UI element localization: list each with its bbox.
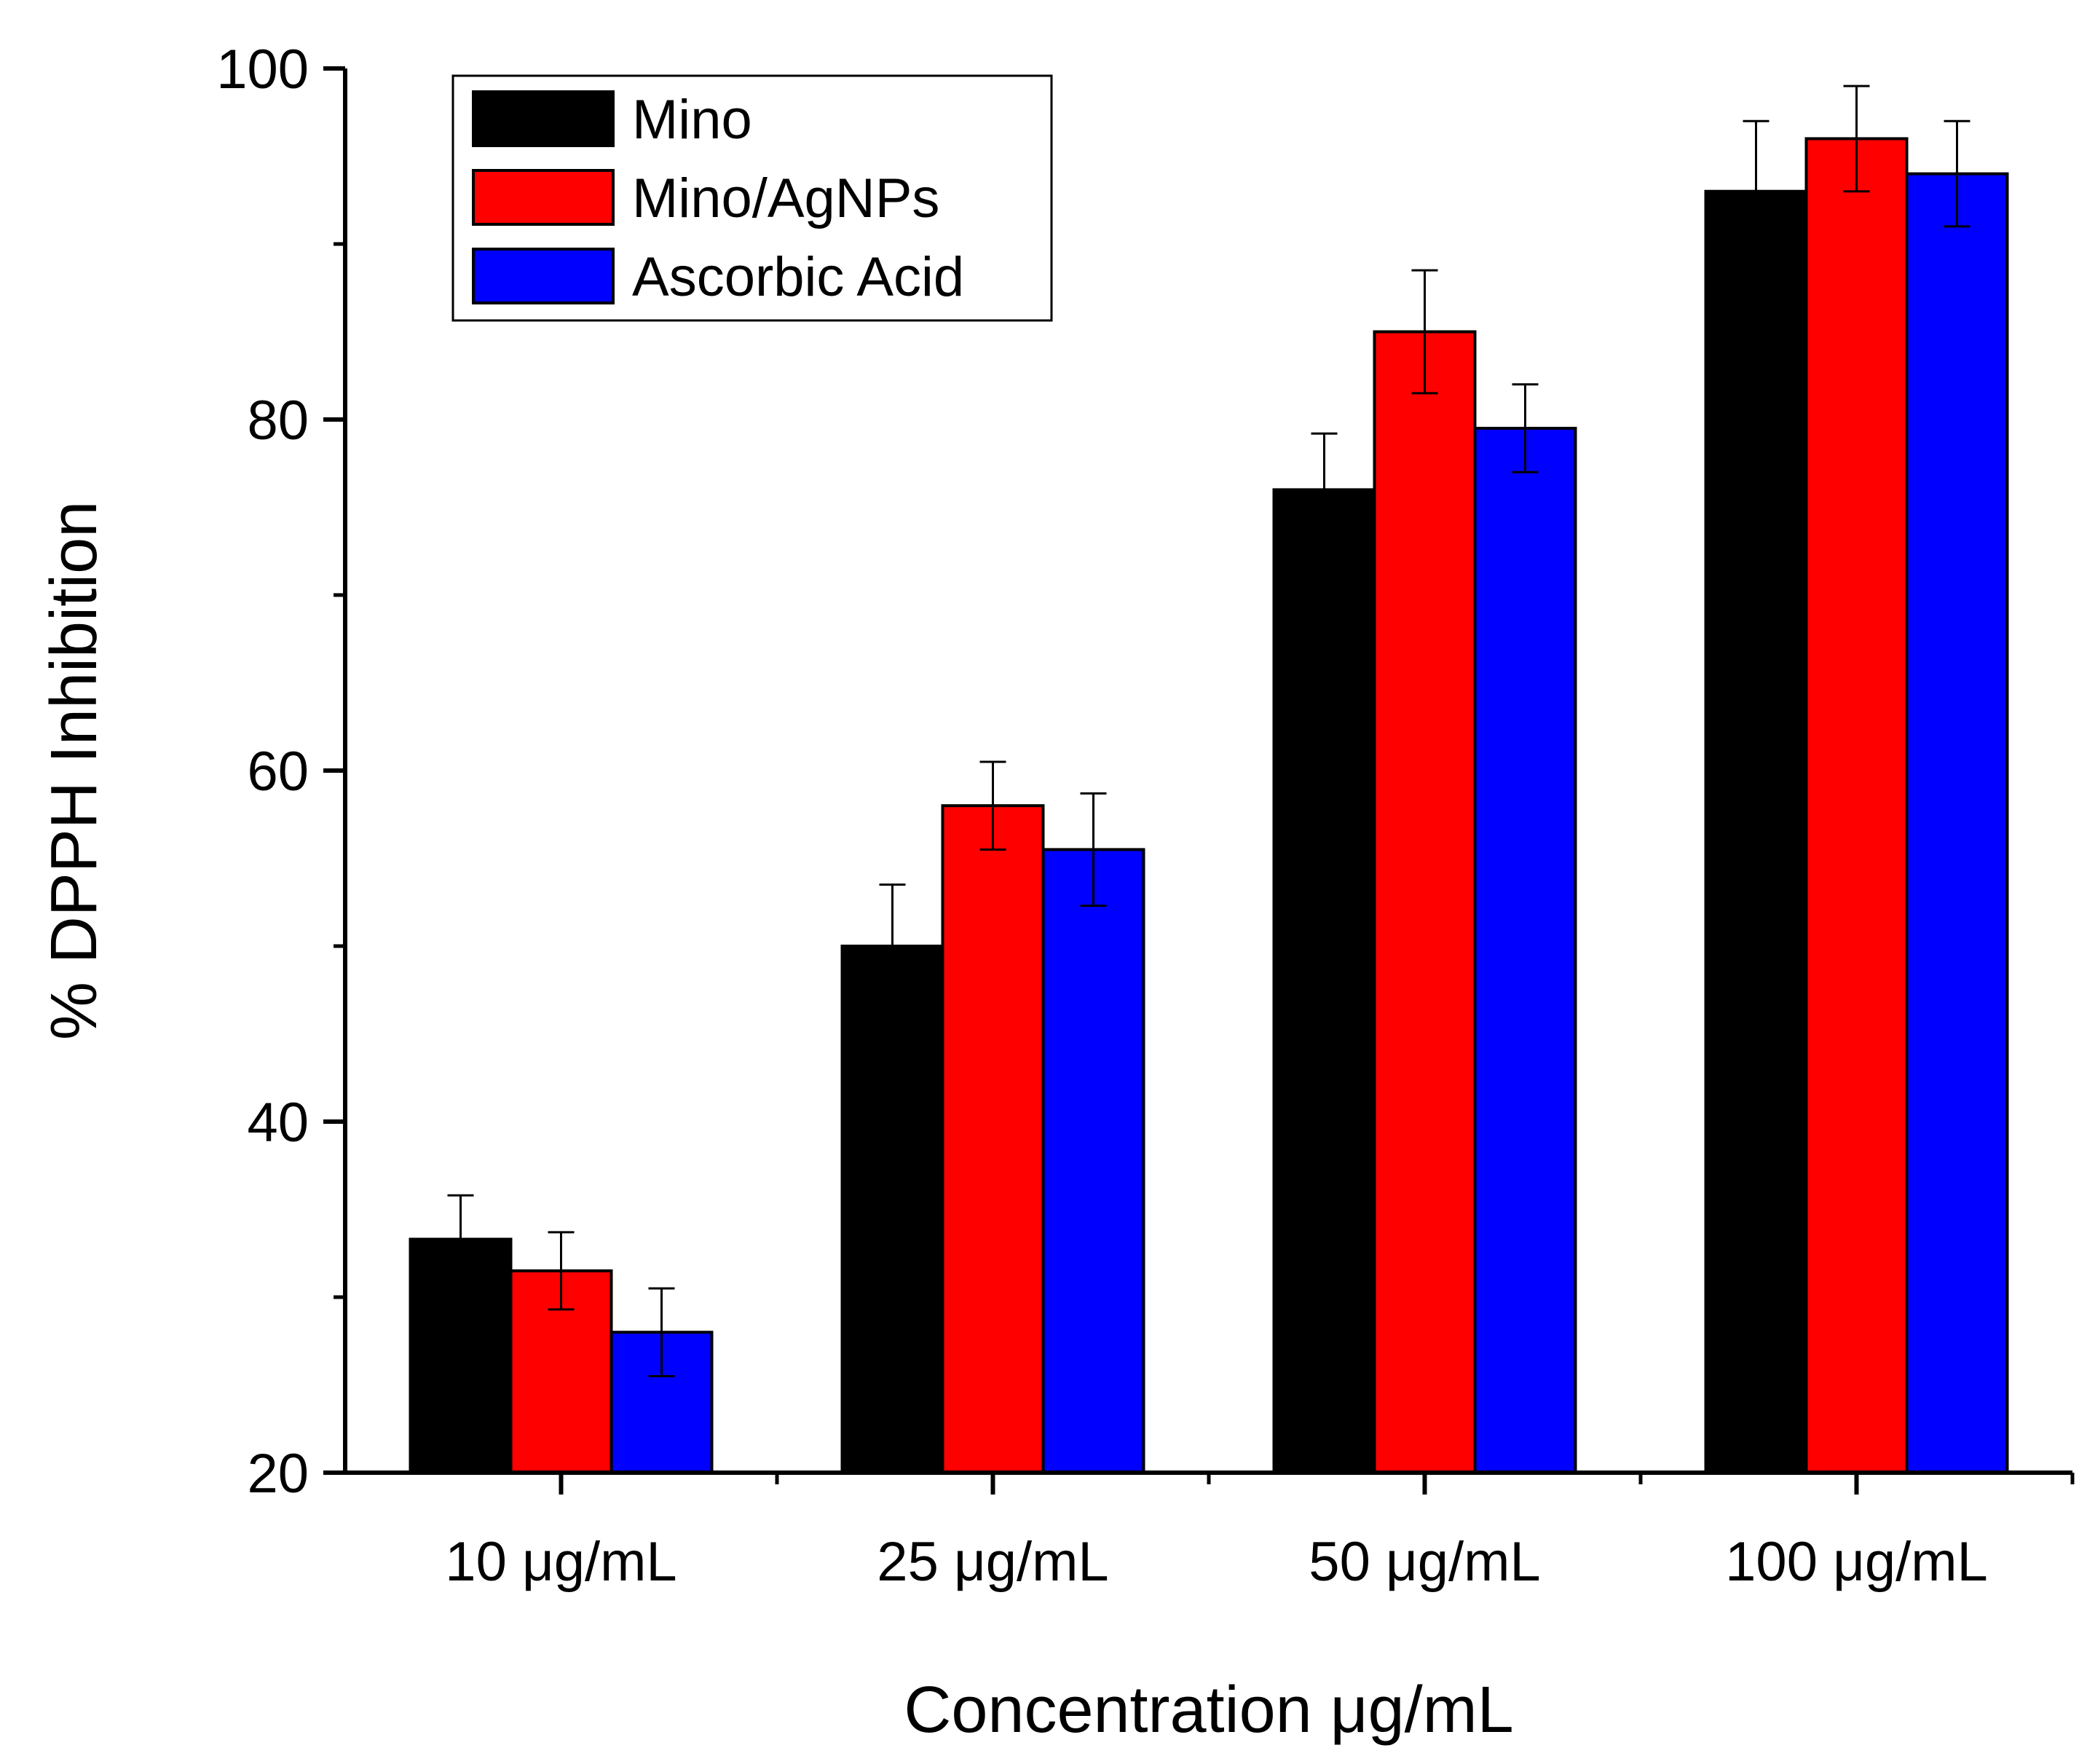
y-tick-label-80: 80: [247, 390, 309, 452]
y-tick-label-60: 60: [247, 741, 309, 803]
legend-label-mino-agnps: Mino/AgNPs: [632, 168, 939, 229]
axes-layer: 20 40 60 80 100 10 μg/mL 25 μg/mL 50 μg/mL 100 μ…: [216, 39, 2075, 1593]
x-tick-label-1: 25 μg/mL: [877, 1531, 1108, 1593]
error-bar-ascorbic-acid-2: [1512, 383, 1539, 473]
error-bar-ascorbic-acid-1: [1080, 792, 1107, 907]
error-bar-ascorbic-acid-0: [648, 1287, 675, 1377]
y-tick-label-40: 40: [247, 1092, 309, 1154]
bar-mino-1: [840, 945, 944, 1474]
bar-mino-agnps-2: [1373, 330, 1477, 1474]
error-bar-mino-0: [447, 1194, 474, 1285]
y-tick-label-100: 100: [216, 39, 309, 101]
error-bar-mino-agnps-0: [548, 1231, 575, 1311]
x-tick-label-2: 50 μg/mL: [1309, 1531, 1540, 1593]
error-bar-mino-2: [1311, 432, 1338, 548]
bar-mino-3: [1704, 189, 1808, 1475]
error-bar-mino-1: [879, 883, 906, 1009]
legend-swatch-ascorbic-acid: [472, 248, 615, 304]
bar-ascorbic-acid-3: [1905, 172, 2009, 1475]
error-bar-mino-agnps-1: [979, 760, 1006, 851]
error-bar-mino-3: [1743, 119, 1770, 263]
bar-ascorbic-acid-2: [1473, 427, 1577, 1474]
legend: Mino Mino/AgNPs Ascorbic Acid: [451, 74, 1053, 322]
legend-swatch-mino-agnps: [472, 169, 615, 226]
y-axis-title: % DPPH Inhibition: [38, 501, 111, 1040]
bars-layer: [409, 137, 2009, 1475]
y-tick-label-20: 20: [247, 1443, 309, 1505]
error-bar-ascorbic-acid-3: [1944, 119, 1970, 228]
bar-mino-agnps-3: [1804, 137, 1909, 1474]
bar-mino-agnps-1: [941, 804, 1045, 1474]
legend-label-mino: Mino: [632, 89, 752, 151]
legend-label-ascorbic-acid: Ascorbic Acid: [632, 246, 964, 308]
x-tick-label-0: 10 μg/mL: [445, 1531, 676, 1593]
bar-ascorbic-acid-1: [1041, 848, 1145, 1474]
x-tick-label-3: 100 μg/mL: [1725, 1531, 1988, 1593]
error-bar-mino-agnps-3: [1843, 84, 1870, 193]
x-axis-title: Concentration μg/mL: [904, 1674, 1513, 1747]
legend-swatch-mino: [472, 90, 615, 147]
error-bars-layer: [447, 84, 1970, 1377]
error-bar-mino-agnps-2: [1411, 269, 1438, 395]
bar-mino-2: [1272, 488, 1376, 1474]
